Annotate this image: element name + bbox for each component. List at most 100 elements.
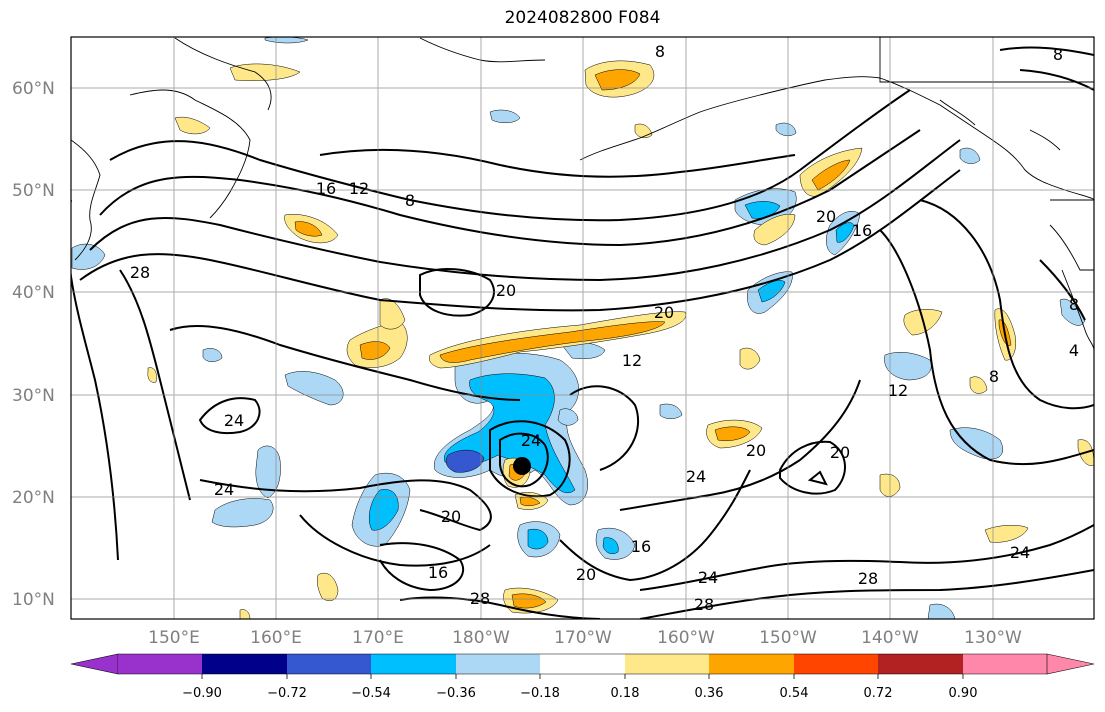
contour-label: 12: [888, 381, 908, 400]
lat-label: 10°N: [12, 590, 55, 610]
colorbar-segment: [625, 654, 709, 674]
colorbar-segment: [540, 654, 625, 674]
negative-region: [211, 498, 274, 528]
colorbar-tick-label: −0.36: [436, 686, 476, 701]
contour-label: 8: [655, 42, 665, 61]
colorbar-segment: [963, 654, 1047, 674]
negative-region: [202, 348, 223, 362]
latitude-labels: 60°N 50°N 40°N 30°N 20°N 10°N: [12, 79, 55, 610]
shaded-field: [71, 37, 1094, 619]
positive-region: [969, 376, 988, 394]
contour-label: 24: [1010, 543, 1030, 562]
positive-region: [294, 221, 323, 237]
colorbar-segment: [456, 654, 540, 674]
positive-region: [229, 63, 301, 81]
contour-label: 28: [130, 263, 150, 282]
lat-label: 50°N: [12, 181, 55, 201]
lat-label: 20°N: [12, 488, 55, 508]
negative-region: [744, 201, 781, 219]
positive-region: [511, 593, 547, 609]
colorbar-extend-left: [70, 653, 119, 675]
negative-region: [757, 280, 786, 303]
positive-region: [984, 525, 1029, 543]
negative-region: [1059, 298, 1086, 326]
lon-label: 150°W: [759, 628, 817, 648]
negative-region: [835, 222, 855, 243]
lon-label: 150°E: [148, 628, 200, 648]
positive-region: [379, 298, 406, 330]
colorbar-tick-label: 0.18: [611, 686, 640, 701]
positive-region: [439, 321, 666, 363]
negative-region: [369, 489, 399, 531]
contour-label: 28: [858, 569, 878, 588]
negative-region: [71, 243, 106, 270]
colorbar-tick-label: −0.18: [520, 686, 560, 701]
negative-region: [527, 528, 549, 550]
contour-label: 24: [214, 480, 234, 499]
map-title: 2024082800 F084: [504, 8, 661, 28]
contour-label: 20: [576, 565, 596, 584]
colorbar-tick-label: 0.90: [949, 686, 978, 701]
negative-region: [949, 427, 1004, 460]
contour-label: 8: [1053, 45, 1063, 64]
gridlines: [71, 37, 1094, 619]
negative-region: [445, 449, 485, 473]
colorbar-tick-label: 0.72: [864, 686, 893, 701]
negative-region: [284, 371, 344, 406]
negative-region: [557, 408, 579, 426]
contour-label: 12: [349, 179, 369, 198]
contour-label: 28: [694, 595, 714, 614]
lon-label: 160°W: [657, 628, 715, 648]
positive-region: [174, 116, 211, 135]
lat-label: 30°N: [12, 386, 55, 406]
contour-label: 20: [830, 443, 850, 462]
positive-region: [359, 341, 391, 360]
lat-label: 40°N: [12, 283, 55, 303]
lon-label: 160°E: [250, 628, 302, 648]
contour-label: 8: [989, 367, 999, 386]
negative-region: [602, 537, 619, 554]
contour-label: 28: [470, 589, 490, 608]
contour-label: 24: [224, 411, 244, 430]
lon-label: 140°W: [861, 628, 919, 648]
lon-label: 130°W: [964, 628, 1022, 648]
colorbar-tick-label: −0.72: [267, 686, 307, 701]
longitude-labels: 150°E 160°E 170°E 180°W 170°W 160°W 150°…: [148, 628, 1022, 648]
negative-region: [884, 352, 932, 381]
colorbar-tick-label: 0.54: [780, 686, 809, 701]
contour-label: 24: [686, 467, 706, 486]
contour-label: 24: [521, 431, 541, 450]
contour-label: 16: [852, 221, 872, 240]
colorbar-segment: [118, 654, 202, 674]
positive-region: [239, 609, 251, 619]
negative-region: [659, 403, 683, 419]
negative-region: [927, 603, 956, 619]
map-frame: [70, 36, 1095, 620]
contour-label: 20: [496, 281, 516, 300]
contour-label: 16: [631, 537, 651, 556]
contour-label: 16: [428, 563, 448, 582]
lon-label: 170°W: [554, 628, 612, 648]
positive-region: [811, 159, 851, 191]
colorbar-segment: [202, 654, 287, 674]
colorbar-segment: [878, 654, 963, 674]
colorbar-segment: [287, 654, 371, 674]
lat-label: 60°N: [12, 79, 55, 99]
contour-label: 8: [405, 191, 415, 210]
positive-region: [147, 367, 157, 383]
contour-label: 16: [316, 179, 336, 198]
storm-marker: [513, 457, 531, 475]
positive-region: [739, 347, 761, 370]
contour-label: 8: [1069, 295, 1079, 314]
contour-label: 20: [441, 507, 461, 526]
contour-label: 4: [1069, 341, 1079, 360]
colorbar-segment: [709, 654, 794, 674]
colorbar: −0.90 −0.72 −0.54 −0.36 −0.18 0.18 0.36 …: [70, 653, 1095, 701]
contour-label-group: 8 16 12 8 20 16 28 20 20 12 24 24 24 20 …: [130, 42, 1079, 614]
colorbar-segment: [371, 654, 456, 674]
colorbar-segment: [794, 654, 878, 674]
positive-region: [316, 572, 339, 601]
colorbar-tick-label: −0.54: [351, 686, 391, 701]
negative-region: [959, 147, 981, 164]
